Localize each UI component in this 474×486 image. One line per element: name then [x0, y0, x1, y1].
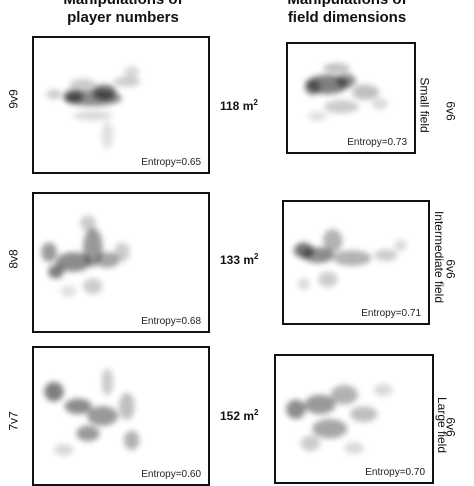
- row1-left-label: 9v9: [6, 89, 21, 109]
- row3-left-label: 7v7: [6, 411, 21, 431]
- row3-right-field-label: Large field: [435, 396, 450, 454]
- row1-right-field-label: Small field: [417, 77, 432, 133]
- heatmap-9v9-plot: [46, 66, 141, 149]
- heatmap-8v8-plot: [41, 215, 130, 297]
- heatmap-7v7-plot: [44, 368, 140, 456]
- entropy-small-field: Entropy=0.73: [346, 137, 408, 148]
- area-152: 152 m2: [220, 408, 259, 423]
- entropy-9v9: Entropy=0.65: [140, 157, 202, 168]
- entropy-7v7: Entropy=0.60: [140, 469, 202, 480]
- row2-right-field-label: Intermediate field: [432, 210, 447, 304]
- heatmap-8v8: Entropy=0.68: [32, 192, 210, 333]
- area-118: 118 m2: [220, 98, 258, 113]
- heatmap-large-field: Entropy=0.70: [274, 354, 434, 484]
- heatmap-7v7: Entropy=0.60: [32, 346, 210, 486]
- left-column-title: Manipulations of player numbers: [63, 0, 182, 26]
- entropy-intermediate-field: Entropy=0.71: [360, 308, 422, 319]
- area-133: 133 m2: [220, 252, 259, 267]
- entropy-large-field: Entropy=0.70: [364, 467, 426, 478]
- heatmap-small-field: Entropy=0.73: [286, 42, 416, 154]
- entropy-8v8: Entropy=0.68: [140, 316, 202, 327]
- heatmap-intermediate-field: Entropy=0.71: [282, 200, 430, 325]
- heatmap-9v9: Entropy=0.65: [32, 36, 210, 174]
- heatmap-small-field-plot: [304, 63, 388, 122]
- heatmap-intermediate-field-plot: [294, 229, 407, 291]
- right-column-title: Manipulations of field dimensions: [287, 0, 407, 26]
- row2-left-label: 8v8: [6, 249, 21, 269]
- heatmap-large-field-plot: [286, 384, 393, 454]
- row1-right-label: 6v6: [443, 101, 458, 121]
